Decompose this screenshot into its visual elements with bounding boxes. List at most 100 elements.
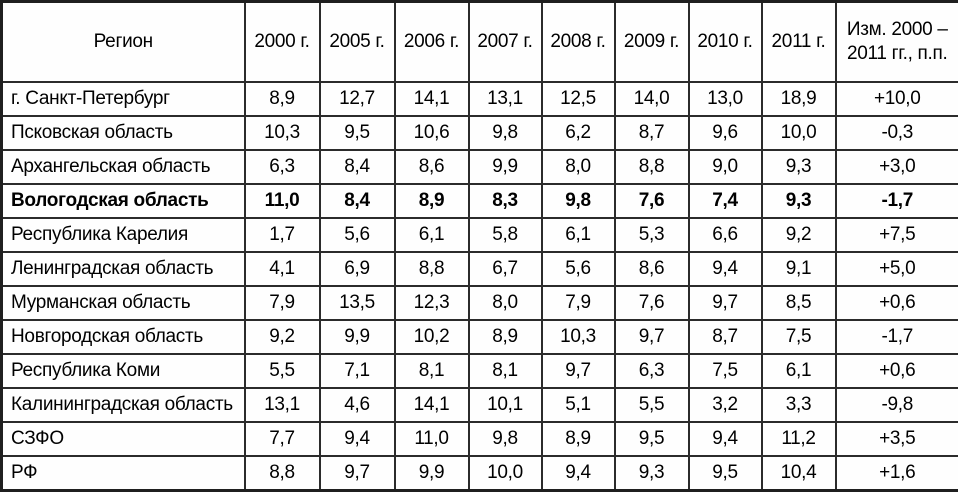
value-cell: 9,1 [760, 251, 837, 288]
value-cell: 8,9 [467, 319, 543, 356]
value-cell: 6,6 [687, 217, 763, 254]
value-cell: 9,7 [613, 319, 690, 356]
value-cell: 12,7 [318, 80, 396, 118]
value-cell: 9,9 [467, 149, 543, 186]
value-cell: 8,6 [393, 149, 470, 186]
value-cell: 8,9 [243, 80, 321, 118]
column-header: 2000 г. [243, 0, 321, 83]
value-cell: +0,6 [834, 353, 958, 390]
value-cell: 7,9 [540, 285, 616, 322]
value-cell: 5,6 [318, 217, 396, 254]
table-row: Ленинградская область 4,1 6,9 8,8 6,7 5,6 8,6 9… [0, 251, 958, 288]
table-row: Вологодская область 11,0 8,4 8,9 8,3 9,8 7,6 7,… [0, 183, 958, 220]
region-cell: Республика Коми [0, 353, 246, 390]
value-cell: 7,5 [687, 353, 763, 390]
value-cell: 8,7 [613, 115, 690, 152]
value-cell: 10,1 [467, 387, 543, 424]
value-cell: 10,3 [243, 115, 321, 152]
table-row: Новгородская область 9,2 9,9 10,2 8,9 10,3 9,7… [0, 319, 958, 356]
value-cell: 7,4 [687, 183, 763, 220]
value-cell: -9,8 [834, 387, 958, 424]
value-cell: 9,9 [393, 455, 470, 492]
value-cell: 13,1 [467, 80, 543, 118]
value-cell: 12,3 [393, 285, 470, 322]
value-cell: 9,2 [760, 217, 837, 254]
table-row: СЗФО 7,7 9,4 11,0 9,8 8,9 9,5 9,4 11,2 +3,5 [0, 421, 958, 458]
value-cell: +5,0 [834, 251, 958, 288]
value-cell: 9,8 [467, 115, 543, 152]
region-cell: Псковская область [0, 115, 246, 152]
value-cell: 9,4 [687, 421, 763, 458]
column-header: 2008 г. [540, 0, 616, 83]
value-cell: 6,1 [760, 353, 837, 390]
value-cell: 7,1 [318, 353, 396, 390]
value-cell: 4,6 [318, 387, 396, 424]
value-cell: 9,9 [318, 319, 396, 356]
region-cell: Калининградская область [0, 387, 246, 424]
value-cell: 14,0 [613, 80, 690, 118]
value-cell: 13,0 [687, 80, 763, 118]
value-cell: 8,0 [540, 149, 616, 186]
value-cell: 11,0 [243, 183, 321, 220]
value-cell: 8,6 [613, 251, 690, 288]
value-cell: 8,3 [467, 183, 543, 220]
value-cell: 7,7 [243, 421, 321, 458]
value-cell: 9,2 [243, 319, 321, 356]
value-cell: 9,5 [613, 421, 690, 458]
value-cell: 7,5 [760, 319, 837, 356]
value-cell: 10,0 [467, 455, 543, 492]
value-cell: 9,7 [687, 285, 763, 322]
table-row: Мурманская область 7,9 13,5 12,3 8,0 7,9 7,6 9,… [0, 285, 958, 322]
value-cell: 8,1 [467, 353, 543, 390]
value-cell: 14,1 [393, 80, 470, 118]
value-cell: 8,1 [393, 353, 470, 390]
value-cell: 6,9 [318, 251, 396, 288]
table-row: Республика Коми 5,5 7,1 8,1 8,1 9,7 6,3 7,5 6,1 +… [0, 353, 958, 390]
value-cell: 8,8 [243, 455, 321, 492]
region-cell: Ленинградская область [0, 251, 246, 288]
column-header: 2006 г. [393, 0, 470, 83]
header-row: Регион 2000 г. 2005 г. 2006 г. 2007 г. 2008 г… [0, 0, 958, 83]
column-header: 2010 г. [687, 0, 763, 83]
value-cell: 9,5 [318, 115, 396, 152]
region-cell: Республика Карелия [0, 217, 246, 254]
value-cell: 8,8 [393, 251, 470, 288]
column-header: 2007 г. [467, 0, 543, 83]
value-cell: 9,7 [318, 455, 396, 492]
table-body: г. Санкт-Петербург 8,9 12,7 14,1 13,1 12,5 14,… [0, 80, 958, 492]
value-cell: 18,9 [760, 80, 837, 118]
table-header: Регион 2000 г. 2005 г. 2006 г. 2007 г. 2008 г… [0, 0, 958, 83]
value-cell: 6,3 [243, 149, 321, 186]
value-cell: 1,7 [243, 217, 321, 254]
value-cell: 14,1 [393, 387, 470, 424]
table-row: РФ 8,8 9,7 9,9 10,0 9,4 9,3 9,5 10,4 +1,6 [0, 455, 958, 492]
value-cell: 8,8 [613, 149, 690, 186]
value-cell: 10,2 [393, 319, 470, 356]
value-cell: 9,5 [687, 455, 763, 492]
value-cell: +3,0 [834, 149, 958, 186]
region-cell: Вологодская область [0, 183, 246, 220]
value-cell: 9,4 [687, 251, 763, 288]
value-cell: 9,6 [687, 115, 763, 152]
value-cell: 5,6 [540, 251, 616, 288]
value-cell: 10,0 [760, 115, 837, 152]
value-cell: 9,7 [540, 353, 616, 390]
value-cell: 12,5 [540, 80, 616, 118]
value-cell: 13,1 [243, 387, 321, 424]
value-cell: +0,6 [834, 285, 958, 322]
value-cell: 6,3 [613, 353, 690, 390]
value-cell: 8,4 [318, 149, 396, 186]
column-header: 2009 г. [613, 0, 690, 83]
value-cell: 10,6 [393, 115, 470, 152]
value-cell: 5,5 [613, 387, 690, 424]
value-cell: 11,2 [760, 421, 837, 458]
table-row: Псковская область 10,3 9,5 10,6 9,8 6,2 8,7 9,6… [0, 115, 958, 152]
value-cell: 9,3 [760, 183, 837, 220]
value-cell: 9,3 [760, 149, 837, 186]
value-cell: 7,6 [613, 183, 690, 220]
value-cell: 6,1 [540, 217, 616, 254]
value-cell: 5,8 [467, 217, 543, 254]
value-cell: 5,5 [243, 353, 321, 390]
value-cell: 7,6 [613, 285, 690, 322]
value-cell: +3,5 [834, 421, 958, 458]
